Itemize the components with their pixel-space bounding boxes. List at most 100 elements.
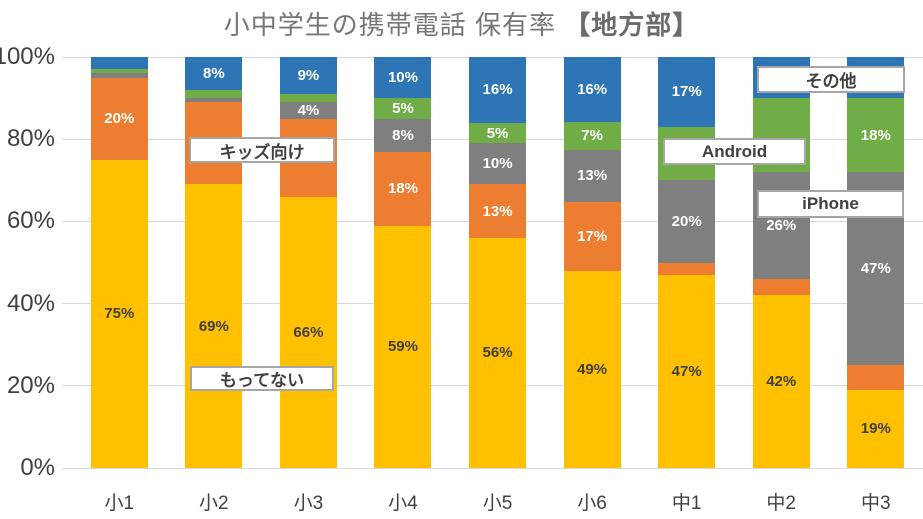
bar-segment [185, 98, 243, 103]
series-callout-label: その他 [757, 66, 905, 93]
bar-segment: 26% [752, 172, 810, 279]
segment-label: 75% [104, 305, 135, 323]
segment-label: 13% [482, 202, 513, 220]
bar-segment: 18% [847, 98, 905, 173]
bar-segment [185, 89, 243, 99]
x-tick-label: 中3 [860, 493, 891, 514]
bar-segment: 18% [374, 151, 432, 226]
bar-column: 49% 17% 13% 7% 16% 小6 [545, 57, 640, 514]
bar-column: 66% 4% 9% 小3 [261, 57, 356, 514]
bar-segment: 47% [658, 274, 716, 468]
bar-column: 59% 18% 8% 5% 10% 小4 [356, 57, 451, 514]
series-callout-label: もってない [190, 366, 334, 391]
segment-label: 7% [581, 127, 603, 145]
bar-segment [847, 365, 905, 390]
stacked-bar: 47% 20% 17% [658, 57, 716, 468]
segment-label: 16% [577, 80, 608, 98]
bar-segment: 69% [185, 184, 243, 468]
bar-segment: 20% [90, 77, 148, 160]
bar-column: 19% 47% 18% 中3 [829, 57, 923, 514]
series-callout-label: Android [663, 138, 806, 165]
segment-label: 59% [387, 338, 418, 356]
segment-label: 4% [297, 101, 320, 119]
segment-label: 19% [860, 420, 891, 438]
bar-segment [658, 262, 716, 275]
segment-label: 56% [482, 344, 513, 362]
bar-segment: 49% [563, 270, 621, 468]
segment-label: 18% [387, 180, 418, 198]
bar-segment [90, 69, 148, 74]
segment-label: 49% [577, 360, 608, 378]
x-tick-label: 小1 [104, 493, 135, 514]
bar-segment: 19% [847, 389, 905, 468]
segment-label: 8% [203, 64, 225, 82]
segment-label: 66% [293, 323, 324, 341]
y-tick-label: 60% [6, 207, 55, 235]
bar-segment: 10% [374, 57, 432, 99]
bar-segment: 75% [90, 159, 148, 468]
segment-label: 5% [486, 124, 509, 142]
bar-segment: 5% [469, 122, 527, 144]
bar-segment: 66% [279, 196, 337, 468]
stacked-bar: 49% 17% 13% 7% 16% [563, 57, 621, 468]
x-tick-label: 小4 [388, 493, 418, 514]
stacked-bar: 56% 13% 10% 5% 16% [469, 57, 527, 468]
bar-segment: 17% [563, 202, 621, 271]
bar-segment [752, 278, 810, 296]
stacked-bar: 19% 47% 18% [847, 57, 905, 468]
bar-segment: 16% [563, 57, 621, 122]
y-tick-label: 100% [0, 43, 55, 70]
segment-label: 8% [392, 126, 414, 144]
series-callout-label: iPhone [757, 190, 904, 218]
x-tick-label: 中1 [671, 493, 702, 514]
bar-segment: 8% [185, 57, 243, 90]
stacked-bar: 66% 4% 9% [279, 57, 337, 468]
chart-title: 小中学生の携帯電話 保有率 【地方部】 [0, 5, 923, 42]
y-tick-label: 40% [6, 289, 55, 317]
chart-title-main: 小中学生の携帯電話 保有率 [223, 10, 556, 40]
segment-label: 10% [387, 69, 418, 87]
chart-title-region: 【地方部】 [564, 10, 700, 40]
segment-label: 20% [104, 110, 135, 128]
x-tick-label: 中2 [766, 493, 796, 514]
bar-segment: 17% [658, 57, 716, 127]
gridline [62, 56, 923, 58]
x-tick-label: 小3 [293, 493, 324, 514]
segment-label: 13% [577, 167, 608, 185]
segment-label: 18% [860, 126, 891, 144]
bar-segment: 9% [279, 57, 337, 95]
bar-segment: 20% [658, 180, 716, 263]
bar-segment: 13% [563, 149, 621, 203]
segment-label: 10% [482, 155, 513, 173]
segment-label: 20% [671, 212, 702, 230]
bar-segment [90, 57, 148, 70]
bar-column: 75% 20% 小1 [72, 57, 167, 514]
bar-segment: 56% [469, 237, 527, 468]
bar-segment: 4% [279, 101, 337, 119]
plot-area: 0% 20% 40% 60% 80% 100% 75% 20% 小1 69% 8% 小2 66% 4% 9… [0, 43, 923, 514]
x-tick-label: 小2 [199, 493, 229, 514]
bar-segment: 7% [563, 121, 621, 150]
bar-segment: 8% [374, 118, 432, 152]
segment-label: 42% [766, 373, 797, 391]
bar-segment: 16% [469, 57, 527, 123]
bar-column: 69% 8% 小2 [167, 57, 262, 514]
bar-columns: 75% 20% 小1 69% 8% 小2 66% 4% 9% 小3 59% 18% 8% 5% 10% 小4 5… [72, 57, 923, 514]
bar-segment: 59% [374, 225, 432, 468]
bar-segment [90, 73, 148, 78]
segment-label: 47% [860, 260, 891, 278]
segment-label: 5% [392, 99, 414, 117]
stacked-bar: 69% 8% [185, 57, 243, 468]
y-tick-label: 80% [6, 125, 55, 153]
bar-segment: 5% [374, 98, 432, 119]
bar-segment: 10% [469, 143, 527, 185]
bar-segment: 42% [752, 295, 810, 468]
stacked-bar: 59% 18% 8% 5% 10% [374, 57, 432, 468]
y-tick-label: 20% [6, 371, 55, 399]
segment-label: 69% [198, 317, 229, 335]
x-tick-label: 小5 [482, 493, 513, 514]
stacked-bar: 75% 20% [90, 57, 148, 468]
series-callout-label: キッズ向け [189, 137, 335, 163]
stacked-bar: 42% 26% [752, 57, 810, 468]
